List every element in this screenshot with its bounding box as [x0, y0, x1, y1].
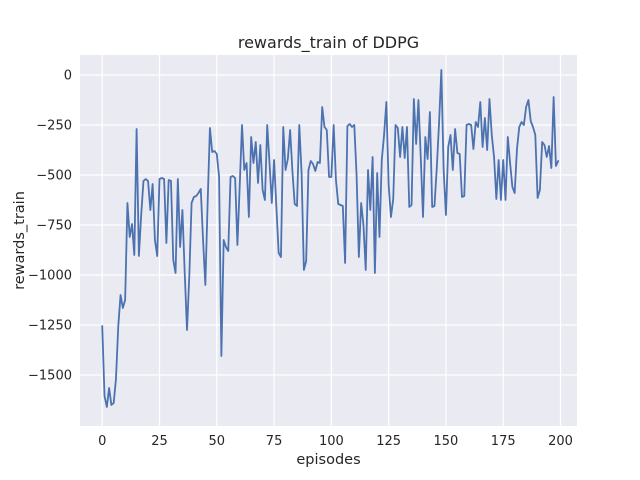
x-tick-label: 25: [151, 434, 168, 449]
chart-title: rewards_train of DDPG: [238, 33, 419, 53]
x-tick-label: 200: [548, 434, 573, 449]
x-tick-label: 0: [98, 434, 106, 449]
y-tick-label: −750: [36, 219, 72, 234]
y-tick-label: −500: [36, 169, 72, 184]
x-tick-label: 125: [376, 434, 401, 449]
y-axis-label: rewards_train: [12, 191, 28, 290]
x-tick-label: 175: [491, 434, 516, 449]
x-tick-label: 75: [266, 434, 283, 449]
y-tick-label: 0: [64, 69, 72, 84]
series-line: [101, 69, 560, 408]
x-tick-labels: 0 25 50 75 100 125 150 175 200: [98, 434, 573, 449]
grid: [80, 55, 577, 426]
y-tick-label: −250: [36, 119, 72, 134]
y-tick-labels: 0 −250 −500 −750 −1000 −1250 −1500: [28, 69, 72, 384]
axes-background: [80, 55, 577, 426]
x-tick-label: 100: [319, 434, 344, 449]
y-tick-label: −1000: [28, 269, 72, 284]
x-axis-label: episodes: [296, 452, 360, 468]
y-tick-label: −1250: [28, 319, 72, 334]
y-tick-label: −1500: [28, 369, 72, 384]
x-tick-label: 150: [434, 434, 459, 449]
x-tick-label: 50: [209, 434, 226, 449]
